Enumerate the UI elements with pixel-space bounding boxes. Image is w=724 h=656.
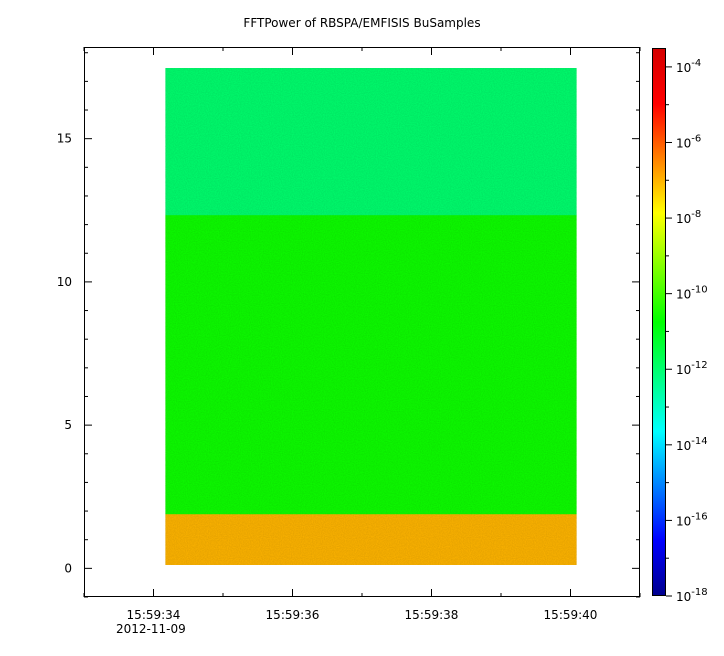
- colorbar-tick-label: 10-16: [676, 511, 708, 528]
- x-tick-label: 15:59:36: [266, 608, 320, 622]
- colorbar-tick-label: 10-6: [676, 133, 701, 150]
- chart-title: FFTPower of RBSPA/EMFISIS BuSamples: [243, 16, 481, 30]
- spectrogram-image: [165, 68, 577, 566]
- colorbar-tick-label: 10-12: [676, 360, 708, 377]
- colorbar-tick-label: 10-8: [676, 209, 701, 226]
- colorbar: [652, 48, 666, 596]
- y-tick-label: 5: [64, 418, 72, 432]
- x-tick-label: 15:59:38: [405, 608, 459, 622]
- y-tick-label: 15: [57, 132, 72, 146]
- colorbar-tick-label: 10-18: [676, 587, 708, 604]
- x-tick-date-label: 2012-11-09: [116, 622, 186, 636]
- x-tick-label: 15:59:40: [544, 608, 598, 622]
- colorbar-tick-label: 10-10: [676, 285, 708, 302]
- colorbar-tick-label: 10-14: [676, 436, 708, 453]
- y-tick-label: 10: [57, 275, 72, 289]
- x-tick-label: 15:59:34: [127, 608, 181, 622]
- colorbar-tick-label: 10-4: [676, 58, 701, 75]
- y-tick-label: 0: [64, 561, 72, 575]
